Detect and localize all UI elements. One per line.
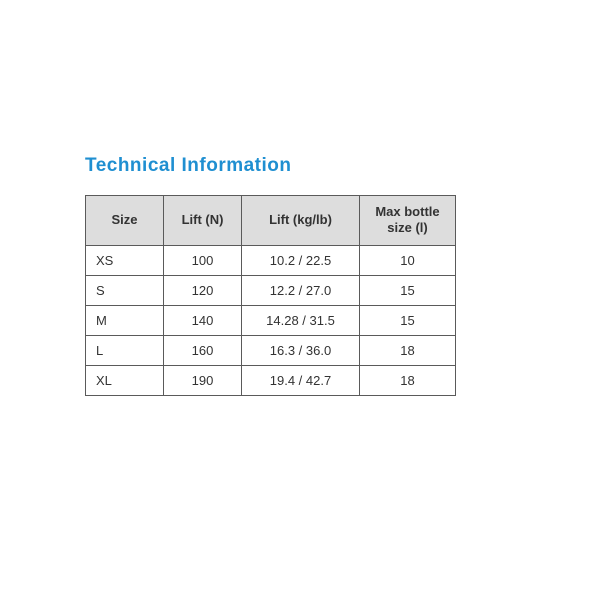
cell-lift-kglb: 19.4 / 42.7 [242, 365, 360, 395]
table-row: S 120 12.2 / 27.0 15 [86, 275, 456, 305]
cell-lift-kglb: 14.28 / 31.5 [242, 305, 360, 335]
cell-lift-n: 100 [164, 245, 242, 275]
cell-max-bottle: 10 [360, 245, 456, 275]
cell-max-bottle: 18 [360, 335, 456, 365]
cell-size: XL [86, 365, 164, 395]
table-row: XS 100 10.2 / 22.5 10 [86, 245, 456, 275]
cell-lift-n: 190 [164, 365, 242, 395]
cell-size: M [86, 305, 164, 335]
table-row: M 140 14.28 / 31.5 15 [86, 305, 456, 335]
table-row: L 160 16.3 / 36.0 18 [86, 335, 456, 365]
table-head: Size Lift (N) Lift (kg/lb) Max bottle si… [86, 196, 456, 246]
header-max-bottle: Max bottle size (l) [360, 196, 456, 246]
cell-lift-kglb: 16.3 / 36.0 [242, 335, 360, 365]
cell-max-bottle: 18 [360, 365, 456, 395]
cell-size: S [86, 275, 164, 305]
cell-max-bottle: 15 [360, 275, 456, 305]
cell-max-bottle: 15 [360, 305, 456, 335]
spec-table: Size Lift (N) Lift (kg/lb) Max bottle si… [85, 195, 456, 396]
section-title: Technical Information [85, 155, 456, 177]
table-row: XL 190 19.4 / 42.7 18 [86, 365, 456, 395]
table-body: XS 100 10.2 / 22.5 10 S 120 12.2 / 27.0 … [86, 245, 456, 395]
header-lift-n: Lift (N) [164, 196, 242, 246]
header-size: Size [86, 196, 164, 246]
cell-lift-n: 120 [164, 275, 242, 305]
cell-lift-kglb: 12.2 / 27.0 [242, 275, 360, 305]
cell-size: L [86, 335, 164, 365]
cell-lift-n: 160 [164, 335, 242, 365]
header-row: Size Lift (N) Lift (kg/lb) Max bottle si… [86, 196, 456, 246]
cell-size: XS [86, 245, 164, 275]
cell-lift-kglb: 10.2 / 22.5 [242, 245, 360, 275]
header-lift-kglb: Lift (kg/lb) [242, 196, 360, 246]
cell-lift-n: 140 [164, 305, 242, 335]
